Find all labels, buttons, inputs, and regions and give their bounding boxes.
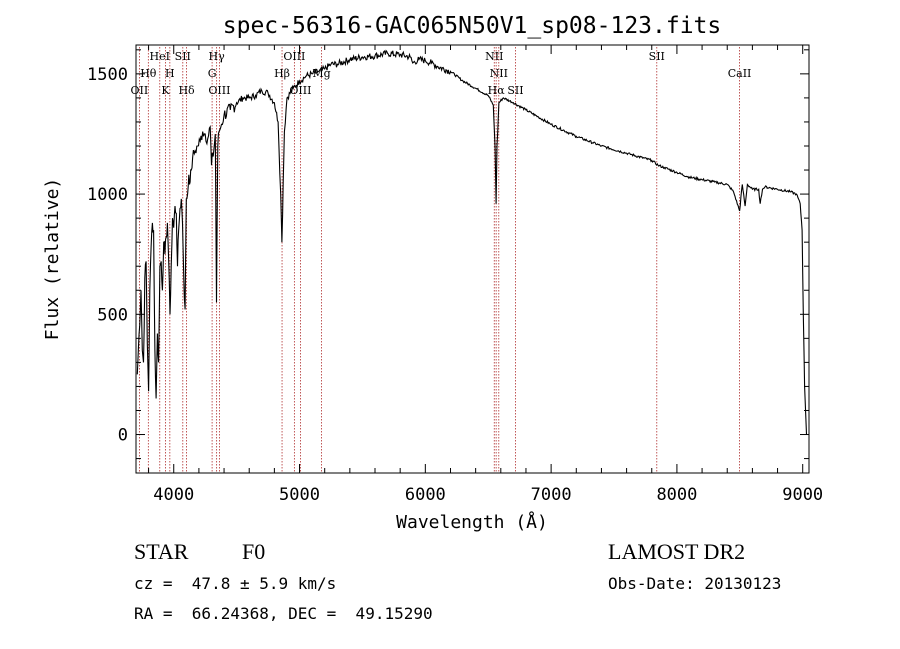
spectrum-series-line xyxy=(136,49,808,435)
observation-date: Obs-Date: 20130123 xyxy=(608,574,782,593)
line-marker-label: Hδ xyxy=(178,84,195,97)
line-marker-label: SII xyxy=(649,50,665,63)
line-markers: OIIHθHeIKSIIHHδHγGOIIIHβOIIIOIIIMgNIINII… xyxy=(131,47,752,473)
chart-title: spec-56316-GAC065N50V1_sp08-123.fits xyxy=(223,13,722,39)
x-axis-ticks: 4000 5000 6000 7000 8000 9000 xyxy=(148,45,823,505)
line-marker-label: SII xyxy=(507,84,523,97)
x-axis-label: Wavelength (Å) xyxy=(396,511,548,533)
line-marker-label: NII xyxy=(485,50,503,63)
line-marker-label: H xyxy=(165,67,175,80)
line-marker-label: HeI xyxy=(150,50,170,63)
y-axis-label: Flux (relative) xyxy=(42,178,63,341)
line-marker-label: G xyxy=(208,67,217,80)
line-marker-label: Hθ xyxy=(140,67,157,80)
object-class: STAR xyxy=(134,539,189,564)
sky-coordinates: RA = 66.24368, DEC = 49.15290 xyxy=(134,604,433,623)
line-marker-label: NII xyxy=(490,67,508,80)
line-marker-label: Hγ xyxy=(209,50,226,63)
plot-frame xyxy=(135,44,810,474)
line-marker-label: CaII xyxy=(728,67,752,80)
survey-name: LAMOST DR2 xyxy=(608,539,746,564)
x-tick-label: 5000 xyxy=(279,485,320,505)
x-tick-label: 8000 xyxy=(656,485,697,505)
line-marker-label: OIII xyxy=(283,50,305,63)
y-tick-label: 1500 xyxy=(87,65,128,85)
line-marker-label: Hα xyxy=(488,84,506,97)
x-tick-label: 7000 xyxy=(531,485,572,505)
y-tick-label: 0 xyxy=(118,426,128,446)
line-marker-label: K xyxy=(161,84,170,97)
y-tick-label: 500 xyxy=(97,305,128,325)
line-marker-label: Hβ xyxy=(274,67,290,80)
x-tick-label: 9000 xyxy=(782,485,823,505)
line-marker-label: SII xyxy=(175,50,191,63)
line-marker-label: OIII xyxy=(208,84,230,97)
redshift-value: cz = 47.8 ± 5.9 km/s xyxy=(134,574,337,593)
object-subclass: F0 xyxy=(242,539,266,564)
y-tick-label: 1000 xyxy=(87,185,128,205)
line-marker-label: OIII xyxy=(289,84,311,97)
line-marker-label: OII xyxy=(131,84,149,97)
y-axis-ticks: 0 500 1000 1500 xyxy=(87,49,809,460)
x-tick-label: 6000 xyxy=(405,485,446,505)
x-tick-label: 4000 xyxy=(153,485,194,505)
